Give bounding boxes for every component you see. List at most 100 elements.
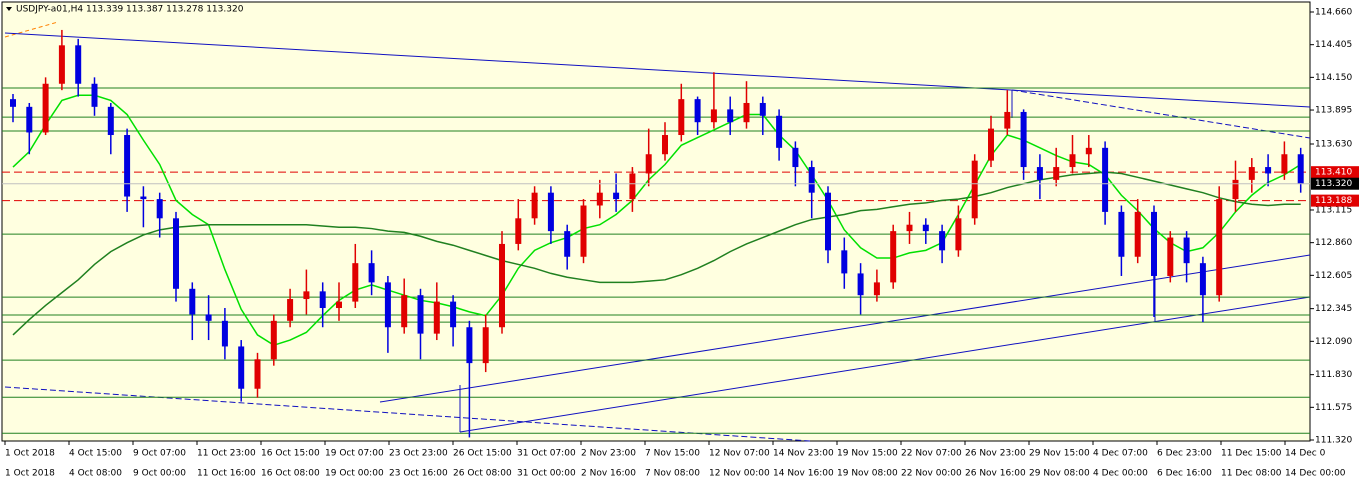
candle-body [776,115,783,148]
candle-body [759,102,766,116]
candle-body [1020,111,1027,168]
candle-body [1151,211,1157,276]
x-tick-label: 11 Dec 08:00 [1221,469,1282,479]
candle-body [91,83,98,107]
x-tick-label: 29 Nov 08:00 [1029,469,1090,479]
trend-line [1011,89,1311,139]
candle-body [678,99,685,136]
candle-body [547,192,554,232]
candle-body [939,231,946,251]
x-tick-label: 31 Oct 00:00 [517,469,576,479]
last-price-box [1311,177,1359,190]
candle-body [189,288,196,315]
y-tick-label: 111.575 [1315,403,1352,413]
candle-body [906,224,913,232]
x-tick-label: 16 Oct 08:00 [261,469,320,479]
candle-body [156,199,163,219]
x-tick-label: 11 Oct 23:00 [197,449,256,459]
candle-body [270,320,277,360]
candle-body [1265,167,1272,174]
x-tick-label: 11 Dec 15:00 [1221,449,1282,459]
candle-body [75,45,82,84]
candle-body [841,250,848,274]
candle-body [205,314,212,321]
price-label: 113.188 [1315,196,1352,206]
x-tick-label: 19 Oct 07:00 [325,449,384,459]
candle-body [743,102,750,123]
candle-body [988,128,994,161]
candle-body [433,301,440,334]
moving-average [12,171,1301,336]
x-tick-label: 11 Oct 16:00 [197,469,256,479]
x-tick-label: 1 Oct 2018 [5,449,55,459]
x-tick-label: 7 Nov 08:00 [645,469,700,479]
x-tick-label: 23 Oct 16:00 [389,469,448,479]
candle-body [1183,237,1190,264]
candle-body [580,205,587,257]
x-tick-label: 26 Nov 23:00 [965,449,1026,459]
x-tick-label: 14 Nov 23:00 [773,449,834,459]
candle-body [971,160,978,219]
x-tick-label: 26 Oct 15:00 [453,449,512,459]
y-tick-label: 114.660 [1315,8,1352,18]
candle-body [124,135,131,197]
candle-body [792,147,799,168]
x-tick-label: 2 Nov 16:00 [581,469,636,479]
price-label-box [1311,166,1359,179]
y-tick-label: 113.630 [1315,139,1352,149]
candle-body [645,154,652,174]
x-tick-label: 31 Oct 07:00 [517,449,576,459]
y-tick-label: 111.830 [1315,370,1352,380]
candle-body [857,273,864,296]
candle-body [890,231,897,283]
x-tick-label: 4 Oct 08:00 [69,469,122,479]
x-tick-label: 26 Nov 16:00 [965,469,1026,479]
candle-body [42,83,49,133]
x-tick-label: 4 Dec 07:00 [1093,449,1148,459]
candle-body [1069,154,1076,168]
candle-body [1102,147,1109,212]
x-tick-label: 6 Dec 16:00 [1157,469,1212,479]
x-tick-label: 4 Oct 15:00 [69,449,122,459]
candle-body [873,282,880,296]
candle-body [955,218,962,251]
candle-body [368,263,375,283]
candle-body [613,192,620,200]
candle-body [1281,154,1288,174]
candle-body [1053,167,1060,180]
candle-body [825,192,831,251]
x-tick-label: 12 Nov 00:00 [709,469,770,479]
price-label: 113.410 [1315,168,1352,178]
candle-body [303,291,310,300]
candle-body [1297,154,1304,184]
candle-body [1199,263,1206,296]
trend-lines [4,21,1311,442]
candle-body [1118,211,1125,257]
candle-body [531,192,538,219]
candle-body [694,99,701,123]
candle-body [1036,167,1043,180]
candle-body [140,196,147,200]
x-tick-label: 23 Oct 23:00 [389,449,448,459]
candle-body [319,291,326,309]
candle-body [238,346,245,389]
x-tick-label: 1 Oct 2018 [5,469,55,479]
x-tick-label: 6 Dec 23:00 [1157,449,1212,459]
y-tick-label: 112.090 [1315,337,1352,347]
y-tick-label: 113.895 [1315,106,1352,116]
x-tick-label: 19 Oct 00:00 [325,469,384,479]
plot-area [1,1,1311,442]
trend-line [4,21,59,38]
x-tick-label: 19 Nov 15:00 [837,449,898,459]
candle-body [1085,147,1092,155]
x-tick-label: 22 Nov 00:00 [901,469,962,479]
x-tick-label: 9 Oct 00:00 [133,469,186,479]
x-tick-label: 14 Dec 0 [1285,449,1326,459]
candle-body [515,218,522,244]
candle-body [1167,237,1174,276]
y-tick-label: 112.605 [1315,271,1352,281]
candle-body [384,282,391,328]
x-tick-label: 22 Nov 07:00 [901,449,962,459]
last-price-label: 113.320 [1315,179,1352,189]
candle-body [1134,211,1141,257]
